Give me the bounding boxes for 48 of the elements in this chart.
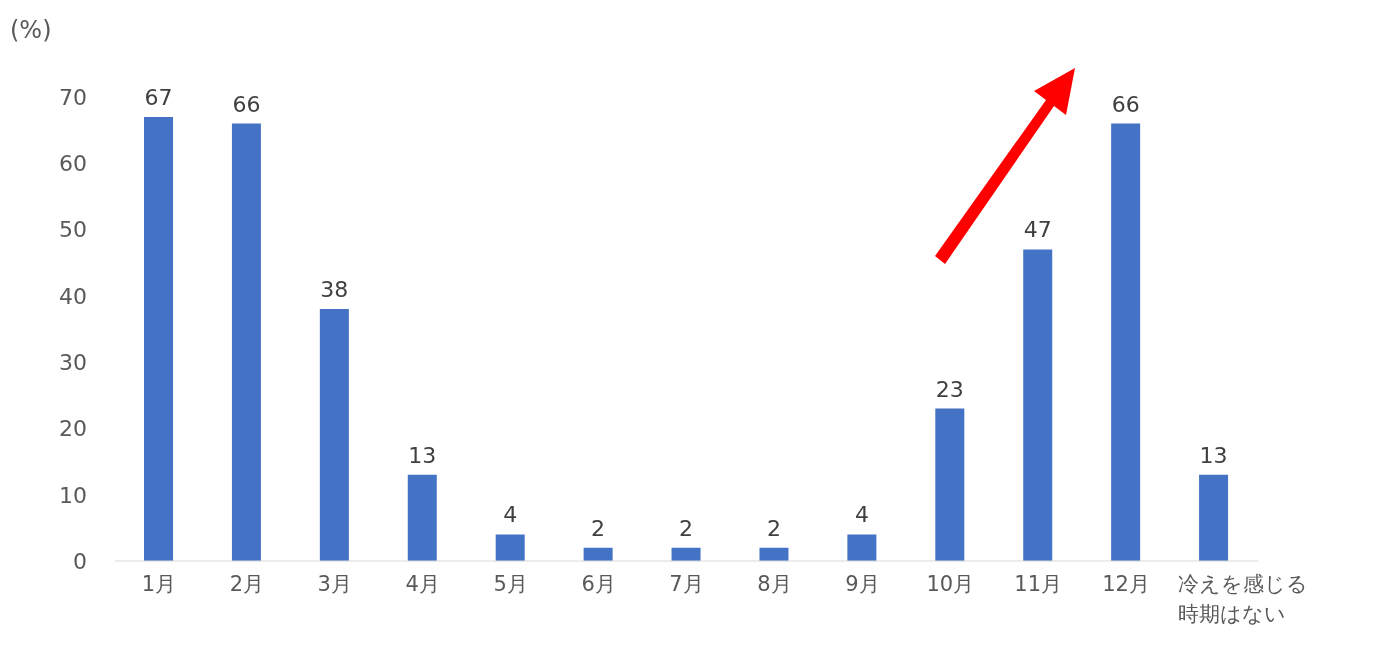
x-tick-label: 1月 [141,572,177,596]
data-label: 66 [232,91,261,117]
y-tick-label: 10 [59,482,87,508]
bar [495,534,525,561]
bar [1111,123,1141,561]
bar [319,309,349,561]
data-label: 38 [320,277,349,303]
y-tick-label: 50 [59,217,87,243]
x-tick-label: 7月 [669,572,704,596]
x-tick-label: 10月 [926,572,975,596]
x-tick-label: 11月 [1014,572,1063,596]
data-label: 13 [408,442,437,468]
bar [407,474,437,561]
bar [671,547,701,561]
x-tick-label: 3月 [317,572,352,596]
bar [1199,474,1229,561]
data-label: 4 [503,502,518,528]
bar [231,123,261,561]
y-tick-label: 70 [59,84,87,110]
y-tick-label: 40 [59,283,87,309]
data-label: 2 [679,515,694,541]
data-label: 2 [591,515,606,541]
y-tick-label: 30 [59,349,87,375]
x-tick-label: 4月 [405,572,440,596]
bar [144,116,173,561]
x-tick-label: 12月 [1102,572,1150,596]
x-tick-label: 9月 [845,572,880,596]
x-tick-label: 5月 [493,572,528,596]
bar [935,408,965,561]
bar [1023,249,1053,561]
data-label: 23 [935,376,964,402]
data-label: 4 [854,502,869,528]
x-tick-label: 冷えを感じる時期はない [1178,572,1309,626]
x-tick-label: 6月 [581,572,616,596]
data-label: 67 [144,84,173,110]
y-tick-label: 60 [59,151,87,177]
bar [847,534,877,561]
bar [583,547,613,561]
x-tick-label: 2月 [229,572,265,596]
bar [759,547,789,561]
data-label: 66 [1111,91,1140,117]
y-tick-label: 0 [73,548,87,574]
data-label: 13 [1199,442,1228,468]
x-tick-label: 8月 [757,572,792,596]
data-label: 47 [1023,217,1052,243]
chart-title: (%) [10,16,52,44]
data-label: 2 [766,515,781,541]
y-tick-label: 20 [59,416,87,442]
